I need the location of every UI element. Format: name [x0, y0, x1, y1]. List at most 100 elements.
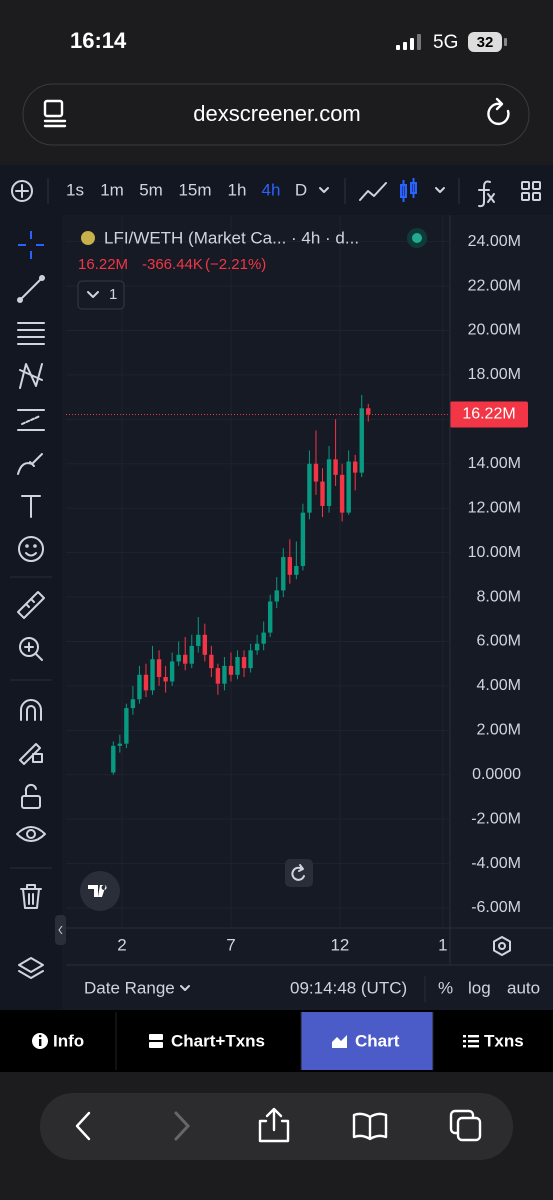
collapse-toolbar[interactable]: [55, 915, 66, 945]
candle-body: [143, 674, 149, 691]
y-tick-label: 8.00M: [477, 588, 521, 605]
trendline-tool[interactable]: [17, 275, 45, 303]
layout-icon[interactable]: [521, 181, 541, 201]
y-tick-label: -2.00M: [471, 810, 521, 827]
y-tick-label: 10.00M: [468, 544, 521, 561]
magnet-tool[interactable]: [20, 699, 42, 721]
tab[interactable]: [0, 1012, 116, 1070]
candle-body: [241, 657, 247, 669]
crosshair-tool[interactable]: [18, 231, 44, 259]
bookmarks-button[interactable]: [352, 1112, 388, 1141]
indicators-icon[interactable]: [478, 180, 495, 208]
indicator-toggle[interactable]: [77, 280, 125, 310]
candle-body: [313, 463, 319, 482]
timeframe-dropdown[interactable]: [319, 187, 329, 193]
tab-label[interactable]: Info: [53, 1031, 84, 1050]
y-tick-label: -6.00M: [471, 899, 521, 916]
add-symbol[interactable]: [11, 180, 33, 202]
timeframe[interactable]: 5m: [139, 180, 163, 199]
candle-body: [189, 645, 194, 664]
y-tick-label: 12.00M: [468, 499, 521, 516]
layers-tool[interactable]: [18, 957, 44, 979]
auto-toggle[interactable]: auto: [507, 978, 540, 997]
forward-button[interactable]: [174, 1111, 191, 1141]
chart-type-dropdown[interactable]: [435, 187, 445, 193]
tab-icon: [332, 1035, 347, 1048]
fib-tool[interactable]: [17, 322, 45, 345]
emoji-tool[interactable]: [18, 536, 44, 562]
tab-icon: [38, 1034, 42, 1038]
delete-tool[interactable]: [20, 884, 42, 909]
timeframe[interactable]: 15m: [178, 180, 211, 199]
tab[interactable]: [301, 1012, 433, 1070]
candle-body: [111, 745, 116, 773]
visibility-tool[interactable]: [16, 826, 46, 842]
tab-icon: [468, 1040, 479, 1043]
tab[interactable]: [116, 1012, 301, 1070]
line-chart-icon[interactable]: [359, 182, 387, 201]
candle-body: [202, 634, 208, 655]
tab[interactable]: [433, 1012, 553, 1070]
legend-title[interactable]: LFI/WETH (Market Ca... · 4h · d...: [104, 228, 359, 247]
timeframe[interactable]: 1s: [66, 180, 84, 199]
axis-settings[interactable]: [493, 936, 511, 956]
legend-last: 16.22M: [78, 256, 128, 273]
battery-level: 32: [477, 34, 494, 51]
tab-icon: [468, 1035, 479, 1038]
candle-body: [333, 459, 338, 475]
candle-body: [281, 557, 286, 591]
lock-tool[interactable]: [21, 783, 41, 809]
indicator-count: 1: [109, 286, 117, 303]
timeframes: 1s 1m 5m 15m 1h 4h D: [66, 180, 307, 199]
text-tool[interactable]: [21, 495, 41, 518]
candle-body: [196, 634, 201, 646]
timeframe[interactable]: D: [295, 180, 307, 199]
reset-chart[interactable]: [285, 859, 313, 887]
battery-tip: [504, 38, 507, 46]
pattern-tool[interactable]: [19, 363, 43, 389]
tab-label[interactable]: Chart: [355, 1031, 400, 1050]
brush-tool[interactable]: [17, 453, 43, 475]
tabs-button[interactable]: [449, 1109, 482, 1142]
status-time: 16:14: [70, 28, 127, 53]
status-dot: [412, 233, 422, 243]
x-tick-label: 1: [438, 935, 447, 954]
back-button[interactable]: [75, 1111, 91, 1141]
candle-icon[interactable]: [400, 178, 417, 202]
candle-body: [137, 674, 142, 700]
candle-body: [274, 590, 279, 602]
projection-tool[interactable]: [17, 409, 45, 431]
log-toggle[interactable]: log: [468, 978, 491, 997]
lock-drawing-tool[interactable]: [19, 743, 43, 765]
candle-body: [326, 459, 332, 506]
price-label-bg: [450, 401, 528, 428]
tab-label[interactable]: Txns: [484, 1031, 524, 1050]
candle-body: [339, 474, 345, 513]
zoom-tool[interactable]: [19, 637, 43, 661]
legend-change-pct: (−2.21%): [205, 256, 266, 273]
timeframe[interactable]: 1m: [100, 180, 124, 199]
percent-toggle[interactable]: %: [438, 978, 453, 997]
candle-body: [209, 654, 214, 669]
share-button[interactable]: [258, 1107, 290, 1143]
y-tick-label: 22.00M: [468, 277, 521, 294]
timeframe[interactable]: 1h: [228, 180, 247, 199]
legend-change: -366.44K: [142, 256, 203, 273]
tab-icon: [39, 1039, 42, 1046]
tab-label[interactable]: Chart+Txns: [171, 1031, 265, 1050]
reader-icon[interactable]: [43, 99, 67, 128]
reload-icon[interactable]: [487, 97, 510, 126]
reset-icon: [291, 864, 305, 881]
url-text[interactable]: dexscreener.com: [193, 101, 361, 126]
y-tick-label: 6.00M: [477, 633, 521, 650]
timeframe[interactable]: 4h: [262, 180, 281, 199]
date-range[interactable]: Date Range: [84, 978, 175, 997]
candle-body: [117, 743, 123, 746]
ruler-tool[interactable]: [17, 591, 45, 619]
symbol-logo: [81, 231, 95, 245]
tab-icon: [149, 1034, 163, 1040]
url-bar[interactable]: [22, 83, 530, 146]
candle-body: [150, 659, 155, 691]
candle-body: [228, 665, 234, 675]
